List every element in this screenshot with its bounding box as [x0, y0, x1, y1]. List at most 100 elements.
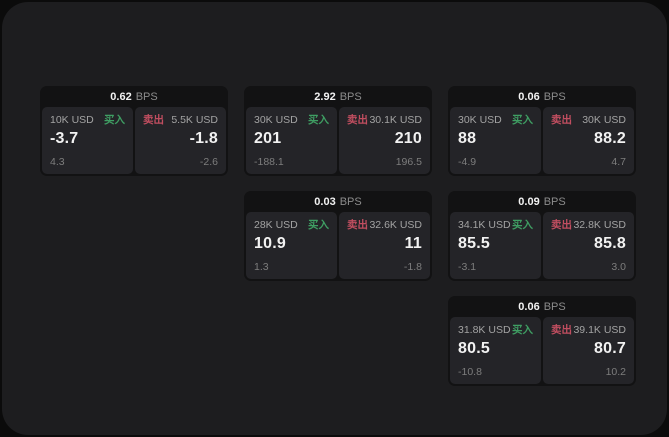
sell-quote-panel[interactable]: 卖出 5.5K USD -1.8 -2.6 — [135, 107, 226, 174]
sell-quote-panel[interactable]: 卖出 32.8K USD 85.8 3.0 — [543, 212, 634, 279]
bps-value: 0.06 — [518, 90, 540, 103]
sell-panel-header: 卖出 5.5K USD — [143, 114, 218, 126]
sell-quote-panel[interactable]: 卖出 30.1K USD 210 196.5 — [339, 107, 430, 174]
sell-panel-header: 卖出 30.1K USD — [347, 114, 422, 126]
quote-panels: 30K USD 买入 88 -4.9 卖出 30K USD 88.2 4.7 — [448, 107, 636, 176]
sell-quote-panel[interactable]: 卖出 32.6K USD 11 -1.8 — [339, 212, 430, 279]
buy-size-label: 30K USD — [254, 114, 298, 126]
sell-quote-value: 85.8 — [594, 235, 626, 252]
sell-size-label: 30K USD — [582, 114, 626, 126]
bps-header: 0.62 BPS — [40, 86, 228, 107]
buy-size-label: 34.1K USD — [458, 219, 511, 231]
sell-side-label: 卖出 — [551, 114, 572, 126]
buy-size-label: 10K USD — [50, 114, 94, 126]
sell-size-label: 32.8K USD — [573, 219, 626, 231]
buy-quote-panel[interactable]: 30K USD 买入 201 -188.1 — [246, 107, 337, 174]
buy-quote-panel[interactable]: 28K USD 买入 10.9 1.3 — [246, 212, 337, 279]
buy-panel-header: 30K USD 买入 — [458, 114, 533, 126]
quote-card: 2.92 BPS 30K USD 买入 201 -188.1 卖出 — [244, 86, 432, 176]
buy-size-label: 30K USD — [458, 114, 502, 126]
bps-header: 0.09 BPS — [448, 191, 636, 212]
buy-panel-header: 30K USD 买入 — [254, 114, 329, 126]
sell-size-label: 32.6K USD — [369, 219, 422, 231]
buy-quote-value: 201 — [254, 130, 282, 147]
sell-size-label: 39.1K USD — [573, 324, 626, 336]
sell-quote-value: -1.8 — [189, 130, 218, 147]
buy-side-label: 买入 — [104, 114, 125, 126]
buy-quote-panel[interactable]: 34.1K USD 买入 85.5 -3.1 — [450, 212, 541, 279]
sell-sub-value: 4.7 — [611, 156, 626, 168]
sell-panel-header: 卖出 32.8K USD — [551, 219, 626, 231]
buy-sub-value: -10.8 — [458, 366, 482, 378]
bps-value: 0.06 — [518, 300, 540, 313]
buy-quote-panel[interactable]: 31.8K USD 买入 80.5 -10.8 — [450, 317, 541, 384]
quote-card: 0.09 BPS 34.1K USD 买入 85.5 -3.1 卖出 — [448, 191, 636, 281]
sell-sub-value: -1.8 — [403, 261, 422, 273]
sell-quote-value: 80.7 — [594, 340, 626, 357]
sell-side-label: 卖出 — [347, 114, 368, 126]
buy-side-label: 买入 — [512, 219, 533, 231]
sell-sub-value: -2.6 — [199, 156, 218, 168]
buy-panel-header: 34.1K USD 买入 — [458, 219, 533, 231]
sell-side-label: 卖出 — [551, 219, 572, 231]
bps-value: 0.03 — [314, 195, 336, 208]
quote-panels: 34.1K USD 买入 85.5 -3.1 卖出 32.8K USD 85.8… — [448, 212, 636, 281]
buy-quote-value: 80.5 — [458, 340, 490, 357]
bps-unit-label: BPS — [339, 195, 362, 208]
quote-panels: 28K USD 买入 10.9 1.3 卖出 32.6K USD 11 -1.8 — [244, 212, 432, 281]
quote-panels: 31.8K USD 买入 80.5 -10.8 卖出 39.1K USD 80.… — [448, 317, 636, 386]
bps-value: 2.92 — [314, 90, 336, 103]
sell-quote-value: 11 — [404, 235, 422, 252]
quote-card: 0.62 BPS 10K USD 买入 -3.7 4.3 卖出 — [40, 86, 228, 176]
sell-panel-header: 卖出 32.6K USD — [347, 219, 422, 231]
bps-unit-label: BPS — [135, 90, 158, 103]
bps-header: 0.03 BPS — [244, 191, 432, 212]
sell-side-label: 卖出 — [551, 324, 572, 336]
buy-side-label: 买入 — [512, 114, 533, 126]
sell-panel-header: 卖出 30K USD — [551, 114, 626, 126]
buy-quote-value: 85.5 — [458, 235, 490, 252]
buy-quote-value: 88 — [458, 130, 477, 147]
buy-side-label: 买入 — [308, 219, 329, 231]
buy-quote-value: -3.7 — [50, 130, 79, 147]
buy-size-label: 28K USD — [254, 219, 298, 231]
bps-unit-label: BPS — [543, 300, 566, 313]
buy-quote-value: 10.9 — [254, 235, 286, 252]
sell-quote-panel[interactable]: 卖出 39.1K USD 80.7 10.2 — [543, 317, 634, 384]
quote-panels: 10K USD 买入 -3.7 4.3 卖出 5.5K USD -1.8 -2.… — [40, 107, 228, 176]
buy-sub-value: -4.9 — [458, 156, 477, 168]
sell-panel-header: 卖出 39.1K USD — [551, 324, 626, 336]
bps-header: 2.92 BPS — [244, 86, 432, 107]
buy-quote-panel[interactable]: 30K USD 买入 88 -4.9 — [450, 107, 541, 174]
bps-unit-label: BPS — [543, 90, 566, 103]
quote-card: 0.03 BPS 28K USD 买入 10.9 1.3 卖出 — [244, 191, 432, 281]
buy-side-label: 买入 — [308, 114, 329, 126]
sell-size-label: 5.5K USD — [171, 114, 218, 126]
buy-sub-value: 1.3 — [254, 261, 269, 273]
buy-quote-panel[interactable]: 10K USD 买入 -3.7 4.3 — [42, 107, 133, 174]
buy-sub-value: 4.3 — [50, 156, 65, 168]
sell-side-label: 卖出 — [143, 114, 164, 126]
bps-header: 0.06 BPS — [448, 86, 636, 107]
bps-header: 0.06 BPS — [448, 296, 636, 317]
sell-sub-value: 196.5 — [395, 156, 422, 168]
sell-size-label: 30.1K USD — [369, 114, 422, 126]
bps-value: 0.09 — [518, 195, 540, 208]
quote-card-grid: 0.62 BPS 10K USD 买入 -3.7 4.3 卖出 — [40, 86, 636, 386]
bps-unit-label: BPS — [543, 195, 566, 208]
sell-quote-value: 88.2 — [594, 130, 626, 147]
buy-panel-header: 28K USD 买入 — [254, 219, 329, 231]
quote-panels: 30K USD 买入 201 -188.1 卖出 30.1K USD 210 1… — [244, 107, 432, 176]
buy-side-label: 买入 — [512, 324, 533, 336]
quote-card: 0.06 BPS 31.8K USD 买入 80.5 -10.8 卖 — [448, 296, 636, 386]
quote-card: 0.06 BPS 30K USD 买入 88 -4.9 卖出 — [448, 86, 636, 176]
buy-panel-header: 31.8K USD 买入 — [458, 324, 533, 336]
buy-sub-value: -3.1 — [458, 261, 477, 273]
sell-quote-value: 210 — [394, 130, 422, 147]
sell-sub-value: 3.0 — [611, 261, 626, 273]
sell-quote-panel[interactable]: 卖出 30K USD 88.2 4.7 — [543, 107, 634, 174]
sell-side-label: 卖出 — [347, 219, 368, 231]
bps-unit-label: BPS — [339, 90, 362, 103]
